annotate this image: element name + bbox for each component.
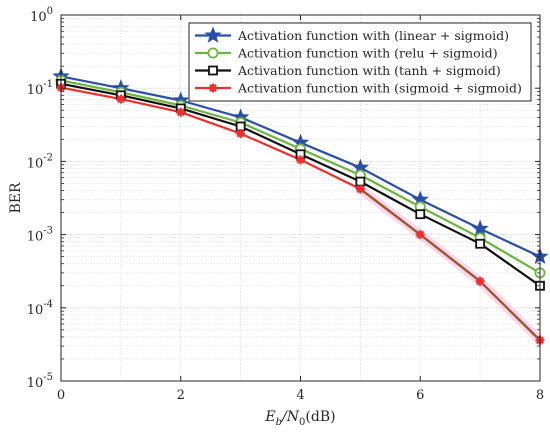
overlay-line (359, 188, 541, 342)
y-tick-base: 10 (30, 10, 47, 25)
legend-swatch-marker (207, 47, 219, 59)
legend-entry: Activation function with (sigmoid + sigm… (195, 81, 522, 96)
y-tick-label: 10-3 (27, 226, 53, 245)
series-3-point (355, 184, 365, 194)
series-3-point (236, 129, 246, 139)
series-3-point (116, 94, 126, 104)
legend-label: Activation function with (linear + sigmo… (237, 28, 509, 43)
x-axis-title-sub1: b (276, 417, 282, 428)
y-tick-exponent: 0 (47, 6, 53, 17)
series-2-point (355, 176, 366, 187)
y-tick-exponent: -2 (43, 152, 53, 163)
series-2-point (475, 238, 486, 249)
legend-entry: Activation function with (relu + sigmoid… (195, 46, 498, 61)
x-tick-label: 8 (536, 388, 544, 403)
x-tick-label: 6 (416, 388, 424, 403)
legend-swatch-marker (208, 83, 218, 93)
legend-label: Activation function with (tanh + sigmoid… (237, 63, 501, 78)
series-3-point (475, 276, 485, 286)
y-tick-label: 10-4 (27, 299, 53, 318)
y-tick-label: 10-1 (27, 79, 53, 98)
legend-entry: Activation function with (tanh + sigmoid… (195, 63, 501, 78)
legend-entry: Activation function with (linear + sigmo… (195, 26, 509, 43)
series-2-point (415, 209, 426, 220)
series-3-point (296, 155, 305, 165)
y-tick-base: 10 (27, 83, 44, 98)
y-axis-title: BER (8, 182, 24, 214)
legend-label: Activation function with (relu + sigmoid… (237, 46, 498, 61)
legend-swatch-marker (204, 26, 222, 43)
legend-box (188, 22, 532, 102)
y-tick-base: 10 (27, 156, 44, 171)
legend-label: Activation function with (sigmoid + sigm… (237, 81, 522, 96)
y-tick-exponent: -3 (43, 226, 53, 237)
y-tick-exponent: -5 (43, 372, 53, 383)
y-tick-exponent: -4 (43, 299, 53, 310)
x-tick-label: 0 (57, 388, 65, 403)
x-axis-title-main: E (264, 409, 275, 425)
x-tick-label: 4 (296, 388, 304, 403)
y-tick-label: 100 (30, 6, 53, 25)
legend: Activation function with (linear + sigmo… (188, 22, 532, 102)
series-3-point (176, 107, 186, 117)
x-axis-title: Eb/N0(dB) (264, 409, 335, 428)
x-tick-label: 2 (177, 388, 185, 403)
x-axis-title-sub2: 0 (299, 417, 305, 428)
y-tick-label: 10-2 (27, 152, 53, 171)
y-tick-base: 10 (27, 303, 44, 318)
y-tick-exponent: -1 (43, 79, 53, 90)
overlay-highlight (355, 184, 545, 345)
series-3-point (415, 230, 425, 240)
y-tick-base: 10 (27, 230, 44, 245)
y-tick-label: 10-5 (27, 372, 53, 391)
x-axis-title-slash: /N (280, 409, 300, 425)
legend-swatch-marker (208, 65, 218, 76)
series-0-point (471, 219, 489, 237)
y-tick-base: 10 (27, 376, 44, 391)
x-axis-title-suffix: (dB) (305, 409, 335, 425)
